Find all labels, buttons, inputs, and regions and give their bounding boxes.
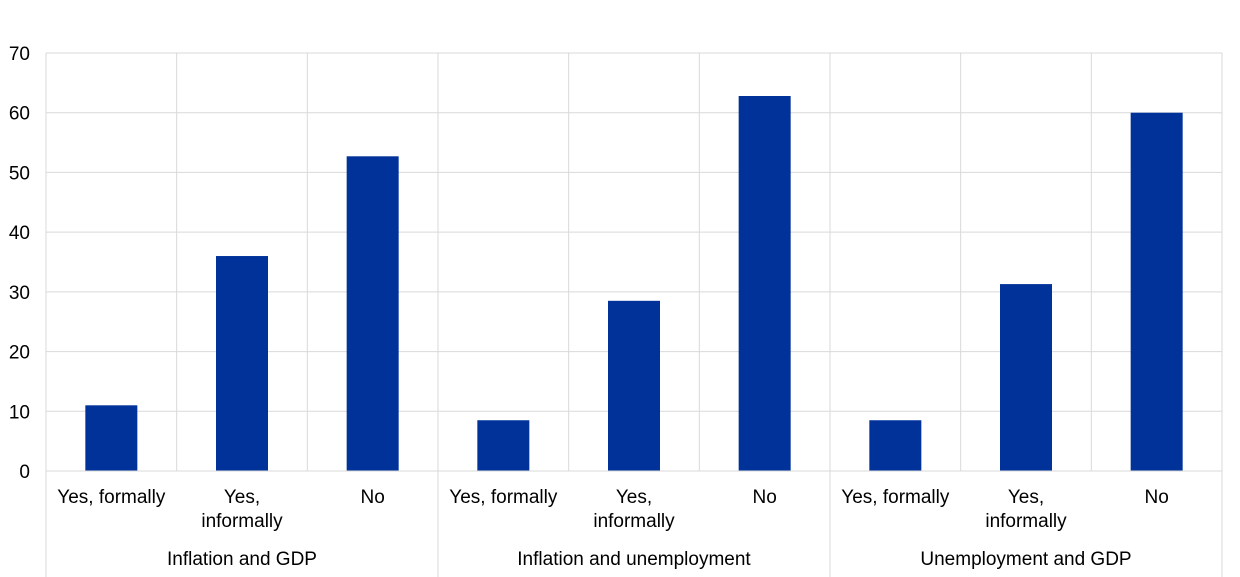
bar	[346, 156, 399, 471]
y-tick-label: 60	[9, 104, 30, 125]
y-tick-label: 30	[9, 283, 30, 304]
x-tick-label: Yes, informally	[985, 487, 1067, 532]
axes	[45, 53, 1223, 577]
x-tick-label: Yes, informally	[593, 487, 675, 532]
x-tick-label: Yes, formally	[841, 487, 950, 508]
x-tick-label: No	[1145, 487, 1169, 508]
bar	[85, 405, 138, 471]
y-tick-label: 10	[9, 402, 30, 423]
bar	[608, 300, 660, 471]
axis-labels: 0 10 20 30 40 50 60 70 Yes, formally Yes, informal…	[9, 44, 1169, 570]
x-tick-label: Yes, formally	[449, 487, 558, 508]
x-tick-label: Yes, informally	[201, 487, 283, 532]
y-tick-label: 20	[9, 343, 30, 364]
y-tick-label: 40	[9, 223, 30, 244]
bar	[869, 420, 922, 471]
group-label: Inflation and unemployment	[517, 549, 751, 570]
group-label: Unemployment and GDP	[920, 549, 1131, 570]
x-tick-label: No	[753, 487, 777, 508]
bar	[216, 256, 268, 471]
bar	[1130, 112, 1183, 471]
bar	[738, 95, 791, 471]
x-tick-label: No	[361, 487, 385, 508]
y-tick-label: 70	[9, 44, 30, 65]
y-tick-label: 0	[19, 462, 30, 483]
bar	[1000, 284, 1052, 471]
x-tick-label: Yes, formally	[57, 487, 166, 508]
group-label: Inflation and GDP	[167, 549, 317, 570]
bar	[477, 420, 530, 471]
y-tick-label: 50	[9, 163, 30, 184]
bars	[85, 95, 1183, 471]
